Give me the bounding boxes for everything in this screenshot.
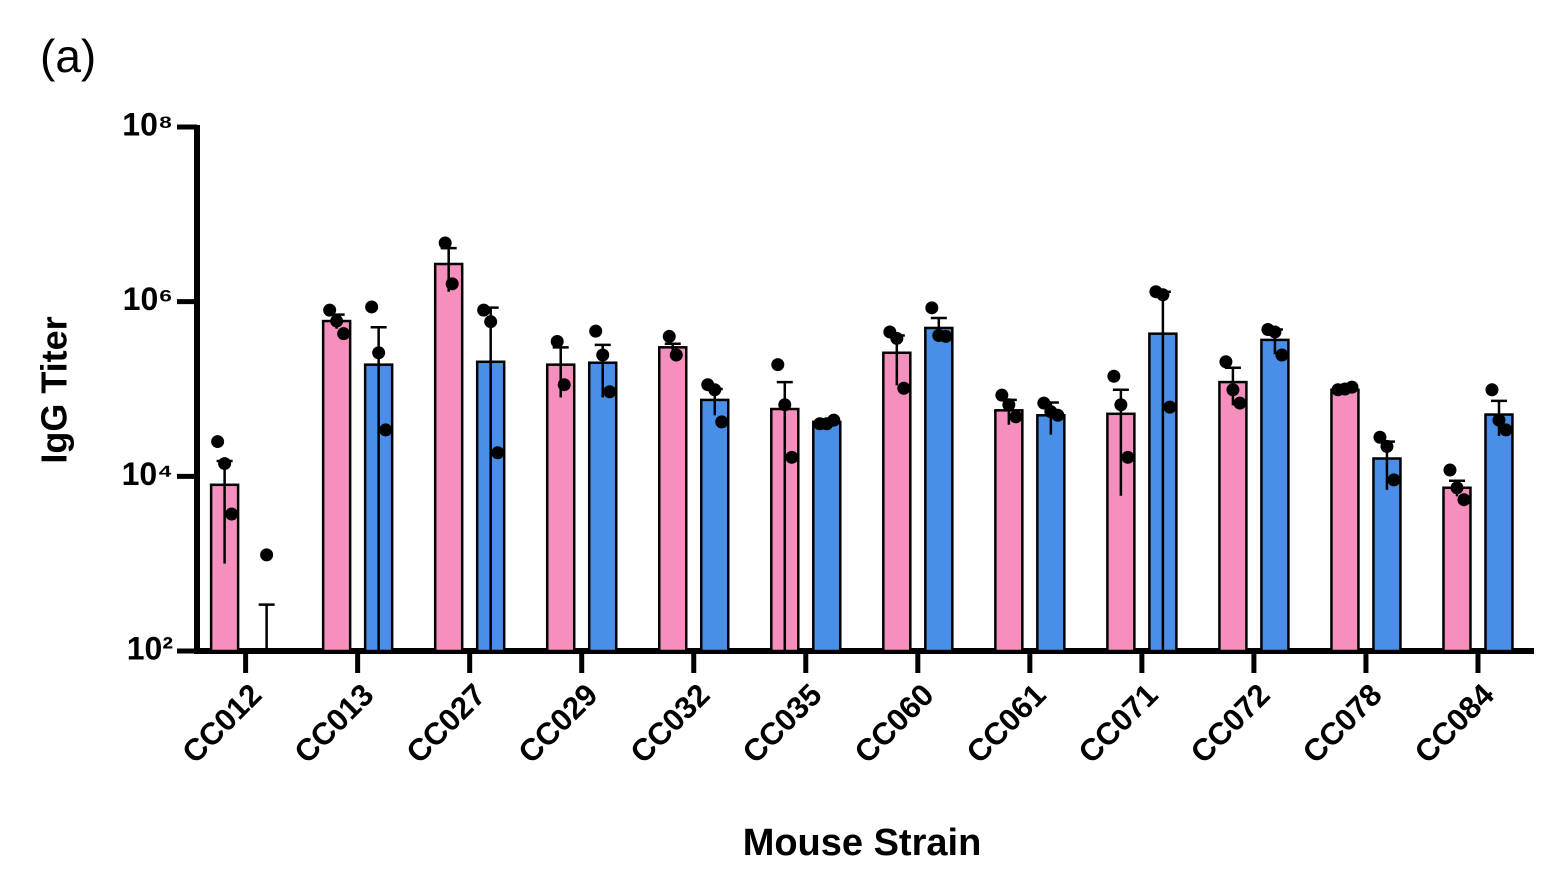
bar <box>882 351 912 653</box>
data-point <box>477 303 491 317</box>
x-tick-label: CC061 <box>960 677 1053 770</box>
data-point <box>778 398 792 412</box>
data-point <box>438 236 452 250</box>
data-point <box>715 415 729 429</box>
data-point <box>1107 369 1121 383</box>
data-point <box>890 331 904 345</box>
x-tick-label: CC012 <box>175 677 268 770</box>
data-point <box>785 450 799 464</box>
y-axis-title: IgG Titer <box>34 316 75 463</box>
data-point <box>1121 450 1135 464</box>
data-point <box>1226 383 1240 397</box>
data-point <box>596 348 610 362</box>
data-point <box>1387 473 1401 487</box>
x-tick-label: CC035 <box>736 677 829 770</box>
x-tick-label: CC060 <box>848 677 941 770</box>
x-tick-label: CC071 <box>1072 677 1165 770</box>
data-point <box>1156 288 1170 302</box>
x-tick-label: CC078 <box>1296 677 1389 770</box>
data-point <box>330 314 344 328</box>
bar <box>1260 338 1290 653</box>
data-point <box>1457 493 1471 507</box>
data-point <box>1345 380 1359 394</box>
data-point <box>1450 481 1464 495</box>
data-point <box>365 300 379 314</box>
bar <box>994 409 1024 653</box>
data-point <box>1037 396 1051 410</box>
data-point <box>211 435 225 449</box>
data-point <box>1163 400 1177 414</box>
data-point <box>708 383 722 397</box>
data-point <box>897 381 911 395</box>
bar <box>433 262 464 653</box>
y-tick-label: 10⁸ <box>122 106 173 142</box>
data-point <box>925 301 939 315</box>
panel-label: (a) <box>40 30 96 82</box>
data-point <box>445 277 459 291</box>
data-point <box>557 378 571 392</box>
data-point <box>1114 398 1128 412</box>
data-point <box>1219 355 1233 369</box>
data-point <box>337 327 351 341</box>
data-point <box>1380 439 1394 453</box>
data-point <box>225 507 239 521</box>
data-point <box>218 457 232 471</box>
data-point <box>1002 398 1016 412</box>
data-point <box>1233 396 1247 410</box>
bar <box>1330 388 1360 653</box>
data-point <box>260 548 274 562</box>
y-tick-label: 10⁴ <box>122 456 173 492</box>
x-tick-label: CC027 <box>399 677 492 770</box>
data-point <box>1051 408 1065 422</box>
data-point <box>491 446 505 460</box>
bar <box>658 346 688 653</box>
data-point <box>484 315 498 329</box>
bar <box>1218 380 1248 653</box>
bar <box>321 319 352 653</box>
data-point <box>323 303 337 317</box>
x-tick-label: CC032 <box>624 677 717 770</box>
data-point <box>771 358 785 372</box>
bar <box>700 398 730 653</box>
bar <box>1484 413 1514 653</box>
x-tick-label: CC029 <box>511 677 604 770</box>
x-tick-label: CC072 <box>1184 677 1277 770</box>
x-tick-label: CC084 <box>1408 676 1502 770</box>
x-tick-label: CC013 <box>287 677 380 770</box>
data-point <box>1373 430 1387 444</box>
data-point <box>939 329 953 343</box>
data-point <box>669 348 683 362</box>
data-point <box>1443 463 1457 477</box>
data-point <box>1499 423 1513 437</box>
bar <box>1442 486 1472 653</box>
y-tick-label: 10² <box>127 630 173 666</box>
data-point <box>550 334 564 348</box>
data-point <box>379 423 393 437</box>
data-point <box>372 346 386 360</box>
data-point <box>1485 383 1499 397</box>
data-point <box>589 324 603 338</box>
data-point <box>1009 410 1023 424</box>
bar <box>812 420 842 653</box>
x-axis-title: Mouse Strain <box>743 822 982 864</box>
y-tick-label: 10⁶ <box>123 281 173 317</box>
data-point <box>1492 413 1506 427</box>
data-point <box>1268 325 1282 339</box>
data-point <box>827 413 841 427</box>
data-point <box>995 388 1009 402</box>
data-point <box>1275 348 1289 362</box>
bar <box>924 326 954 653</box>
data-point <box>603 385 617 399</box>
data-point <box>662 329 676 343</box>
bar <box>545 363 576 653</box>
bar <box>1036 414 1066 653</box>
bar <box>587 361 618 653</box>
